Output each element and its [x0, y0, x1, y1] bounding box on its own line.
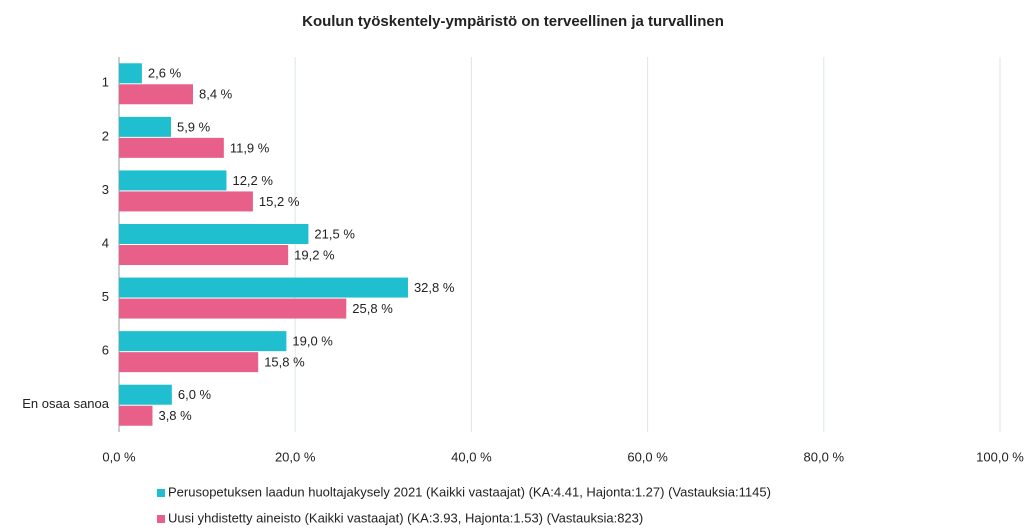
bar: [119, 298, 347, 319]
y-tick-label: 4: [102, 235, 109, 250]
y-tick-label: En osaa sanoa: [22, 396, 110, 411]
bar: [119, 63, 142, 84]
bar: [119, 84, 194, 105]
bar: [119, 331, 287, 352]
y-tick-label: 2: [102, 128, 109, 143]
data-label: 11,9 %: [230, 140, 270, 155]
data-label: 5,9 %: [177, 119, 211, 134]
data-label: 3,8 %: [158, 408, 192, 423]
bar: [119, 405, 153, 426]
legend-label: Uusi yhdistetty aineisto (Kaikki vastaaj…: [168, 510, 643, 525]
bar: [119, 116, 171, 137]
x-tick-label: 60,0 %: [627, 449, 668, 464]
data-label: 12,2 %: [232, 173, 273, 188]
data-label: 8,4 %: [199, 87, 233, 102]
x-tick-label: 20,0 %: [275, 449, 316, 464]
bar: [119, 137, 224, 158]
y-tick-label: 5: [102, 289, 109, 304]
data-label: 19,2 %: [294, 247, 335, 262]
legend-label: Perusopetuksen laadun huoltajakysely 202…: [168, 484, 771, 499]
bar: [119, 170, 227, 191]
data-label: 6,0 %: [178, 387, 212, 402]
x-tick-label: 80,0 %: [804, 449, 845, 464]
chart-title: Koulun työskentely-ympäristö on terveell…: [302, 13, 724, 30]
legend-swatch: [157, 515, 165, 523]
bar: [119, 224, 309, 244]
data-label: 15,8 %: [264, 355, 305, 370]
bar: [119, 191, 253, 212]
x-tick-label: 0,0 %: [102, 449, 136, 464]
x-tick-label: 40,0 %: [451, 449, 492, 464]
data-label: 32,8 %: [414, 280, 455, 295]
bar: [119, 384, 172, 405]
data-label: 25,8 %: [352, 301, 393, 316]
y-tick-label: 6: [102, 343, 109, 358]
bar: [119, 245, 289, 265]
data-label: 21,5 %: [314, 226, 355, 241]
y-tick-label: 3: [102, 182, 109, 197]
y-tick-label: 1: [102, 75, 109, 90]
data-label: 15,2 %: [259, 194, 300, 209]
bar: [119, 277, 408, 298]
legend-swatch: [157, 489, 165, 497]
data-label: 19,0 %: [292, 334, 333, 349]
bar: [119, 352, 259, 373]
data-label: 2,6 %: [148, 66, 182, 81]
x-tick-label: 100,0 %: [976, 449, 1024, 464]
